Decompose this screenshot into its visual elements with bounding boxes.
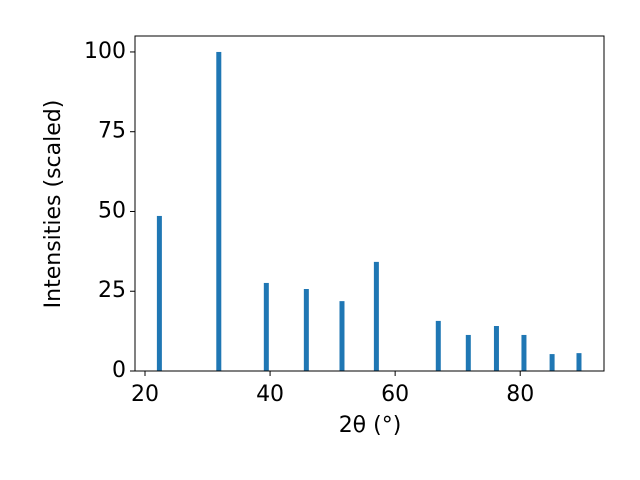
x-tick-label: 40 [256, 382, 284, 407]
bar [263, 282, 269, 371]
bar [549, 354, 555, 371]
bar [576, 353, 582, 371]
bar [493, 326, 499, 371]
x-tick-label: 20 [131, 382, 159, 407]
y-axis-label: Intensities (scaled) [41, 100, 66, 309]
y-tick-label: 25 [98, 278, 126, 303]
x-tick-label: 80 [506, 382, 534, 407]
y-tick-label: 50 [98, 198, 126, 223]
bar [373, 261, 379, 371]
bar [339, 301, 345, 371]
bar [521, 334, 527, 371]
bar [435, 320, 441, 371]
y-tick-label: 100 [84, 39, 126, 64]
y-tick-label: 0 [112, 358, 126, 383]
bar [156, 215, 162, 371]
bar [303, 289, 309, 371]
bar [216, 51, 222, 371]
x-axis-label: 2θ (°) [339, 413, 402, 438]
bar [465, 334, 471, 371]
x-tick-label: 60 [381, 382, 409, 407]
y-tick-label: 75 [98, 119, 126, 144]
plot-frame [134, 35, 605, 372]
